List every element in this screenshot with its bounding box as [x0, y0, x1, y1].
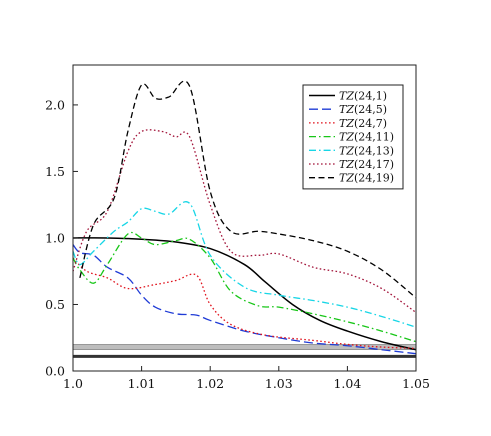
legend-label: TZ(24,5) — [339, 103, 387, 116]
x-tick-label: 1.04 — [333, 376, 361, 391]
x-tick-label: 1.01 — [128, 376, 156, 391]
y-tick-label: 2.0 — [45, 97, 65, 112]
series-line-2 — [72, 244, 417, 355]
legend-label: TZ(24,1) — [339, 90, 387, 103]
legend-label: TZ(24,11) — [339, 131, 394, 144]
legend-label: TZ(24,13) — [339, 144, 394, 157]
x-tick-label: 1.02 — [196, 376, 224, 391]
x-tick-label: 1.03 — [265, 376, 293, 391]
y-tick-label: 1.0 — [45, 230, 65, 245]
legend-label: TZ(24,17) — [339, 158, 394, 171]
legend-label: TZ(24,19) — [339, 172, 394, 185]
y-tick-label: 1.5 — [45, 164, 65, 179]
x-tick-label: 1.0 — [63, 376, 83, 391]
legend-label: TZ(24,7) — [339, 117, 387, 130]
series-lines — [72, 80, 417, 355]
plot-frame — [72, 64, 417, 372]
series-line-3 — [72, 257, 417, 350]
series-line-7 — [79, 80, 417, 299]
series-line-5 — [72, 201, 417, 328]
x-tick-label: 1.05 — [402, 376, 430, 391]
axes: 1.0 1.01 1.02 1.03 1.04 1.05 0.0 0.5 1.0 1.5 2.0 — [45, 97, 430, 391]
series-line-4 — [72, 231, 417, 343]
legend: TZ(24,1)TZ(24,5)TZ(24,7)TZ(24,11)TZ(24,1… — [302, 84, 404, 190]
y-tick-label: 0.0 — [45, 364, 65, 379]
y-tick-label: 0.5 — [45, 297, 65, 312]
series-line-1 — [72, 237, 417, 351]
